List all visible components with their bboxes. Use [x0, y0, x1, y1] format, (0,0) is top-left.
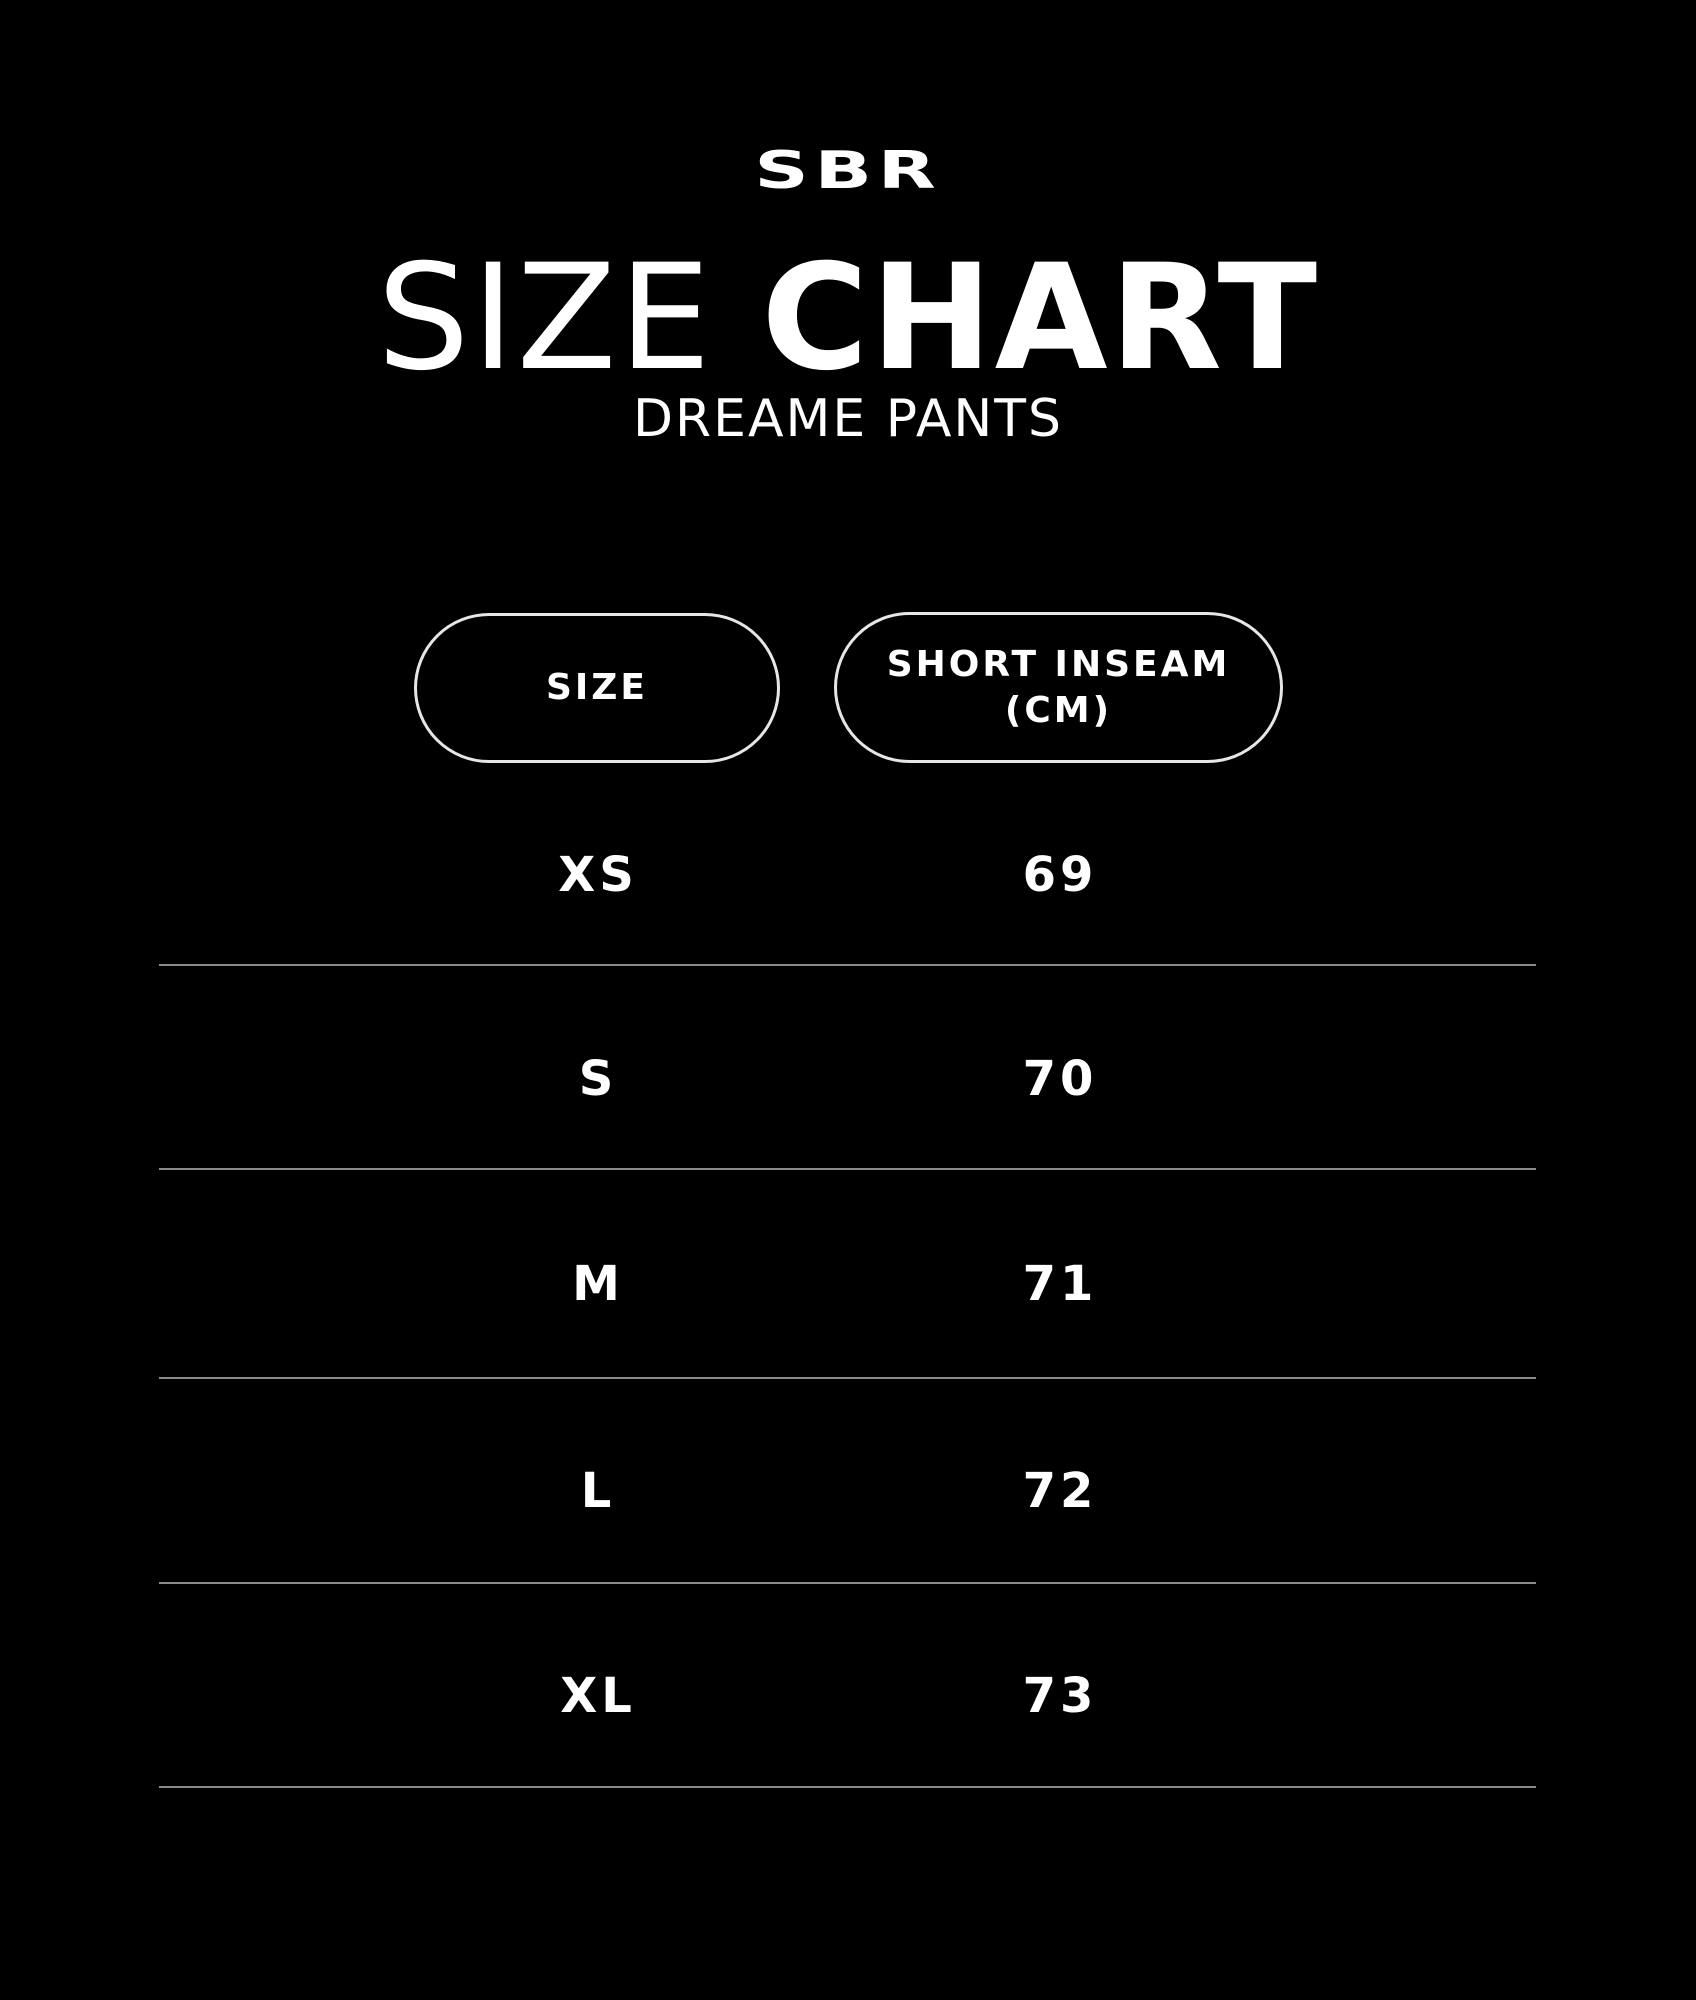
- product-name: DREAME PANTS: [632, 389, 1064, 449]
- inseam-cell: 69: [1022, 847, 1098, 903]
- title-light: SIZE: [376, 233, 713, 403]
- title-bold: CHART: [761, 233, 1320, 403]
- row-divider: [159, 1168, 1536, 1170]
- row-divider: [159, 1582, 1536, 1584]
- inseam-cell: 70: [1022, 1051, 1098, 1107]
- size-cell: L: [580, 1463, 616, 1519]
- inseam-cell: 71: [1022, 1256, 1098, 1312]
- header-inseam: SHORT INSEAM (CM): [834, 612, 1283, 763]
- header-inseam-label: SHORT INSEAM (CM): [886, 643, 1231, 731]
- inseam-cell: 73: [1022, 1668, 1098, 1724]
- row-divider: [159, 964, 1536, 966]
- row-divider: [159, 1377, 1536, 1379]
- header-size: SIZE: [414, 613, 780, 763]
- size-cell: XS: [558, 847, 638, 903]
- size-cell: M: [572, 1256, 624, 1312]
- size-cell: XL: [560, 1668, 636, 1724]
- header-size-label: SIZE: [545, 667, 649, 708]
- inseam-cell: 72: [1022, 1463, 1098, 1519]
- brand-logo: SBR: [754, 141, 942, 201]
- size-cell: S: [578, 1051, 618, 1107]
- row-divider: [159, 1786, 1536, 1788]
- page-title: SIZE CHART: [0, 245, 1696, 391]
